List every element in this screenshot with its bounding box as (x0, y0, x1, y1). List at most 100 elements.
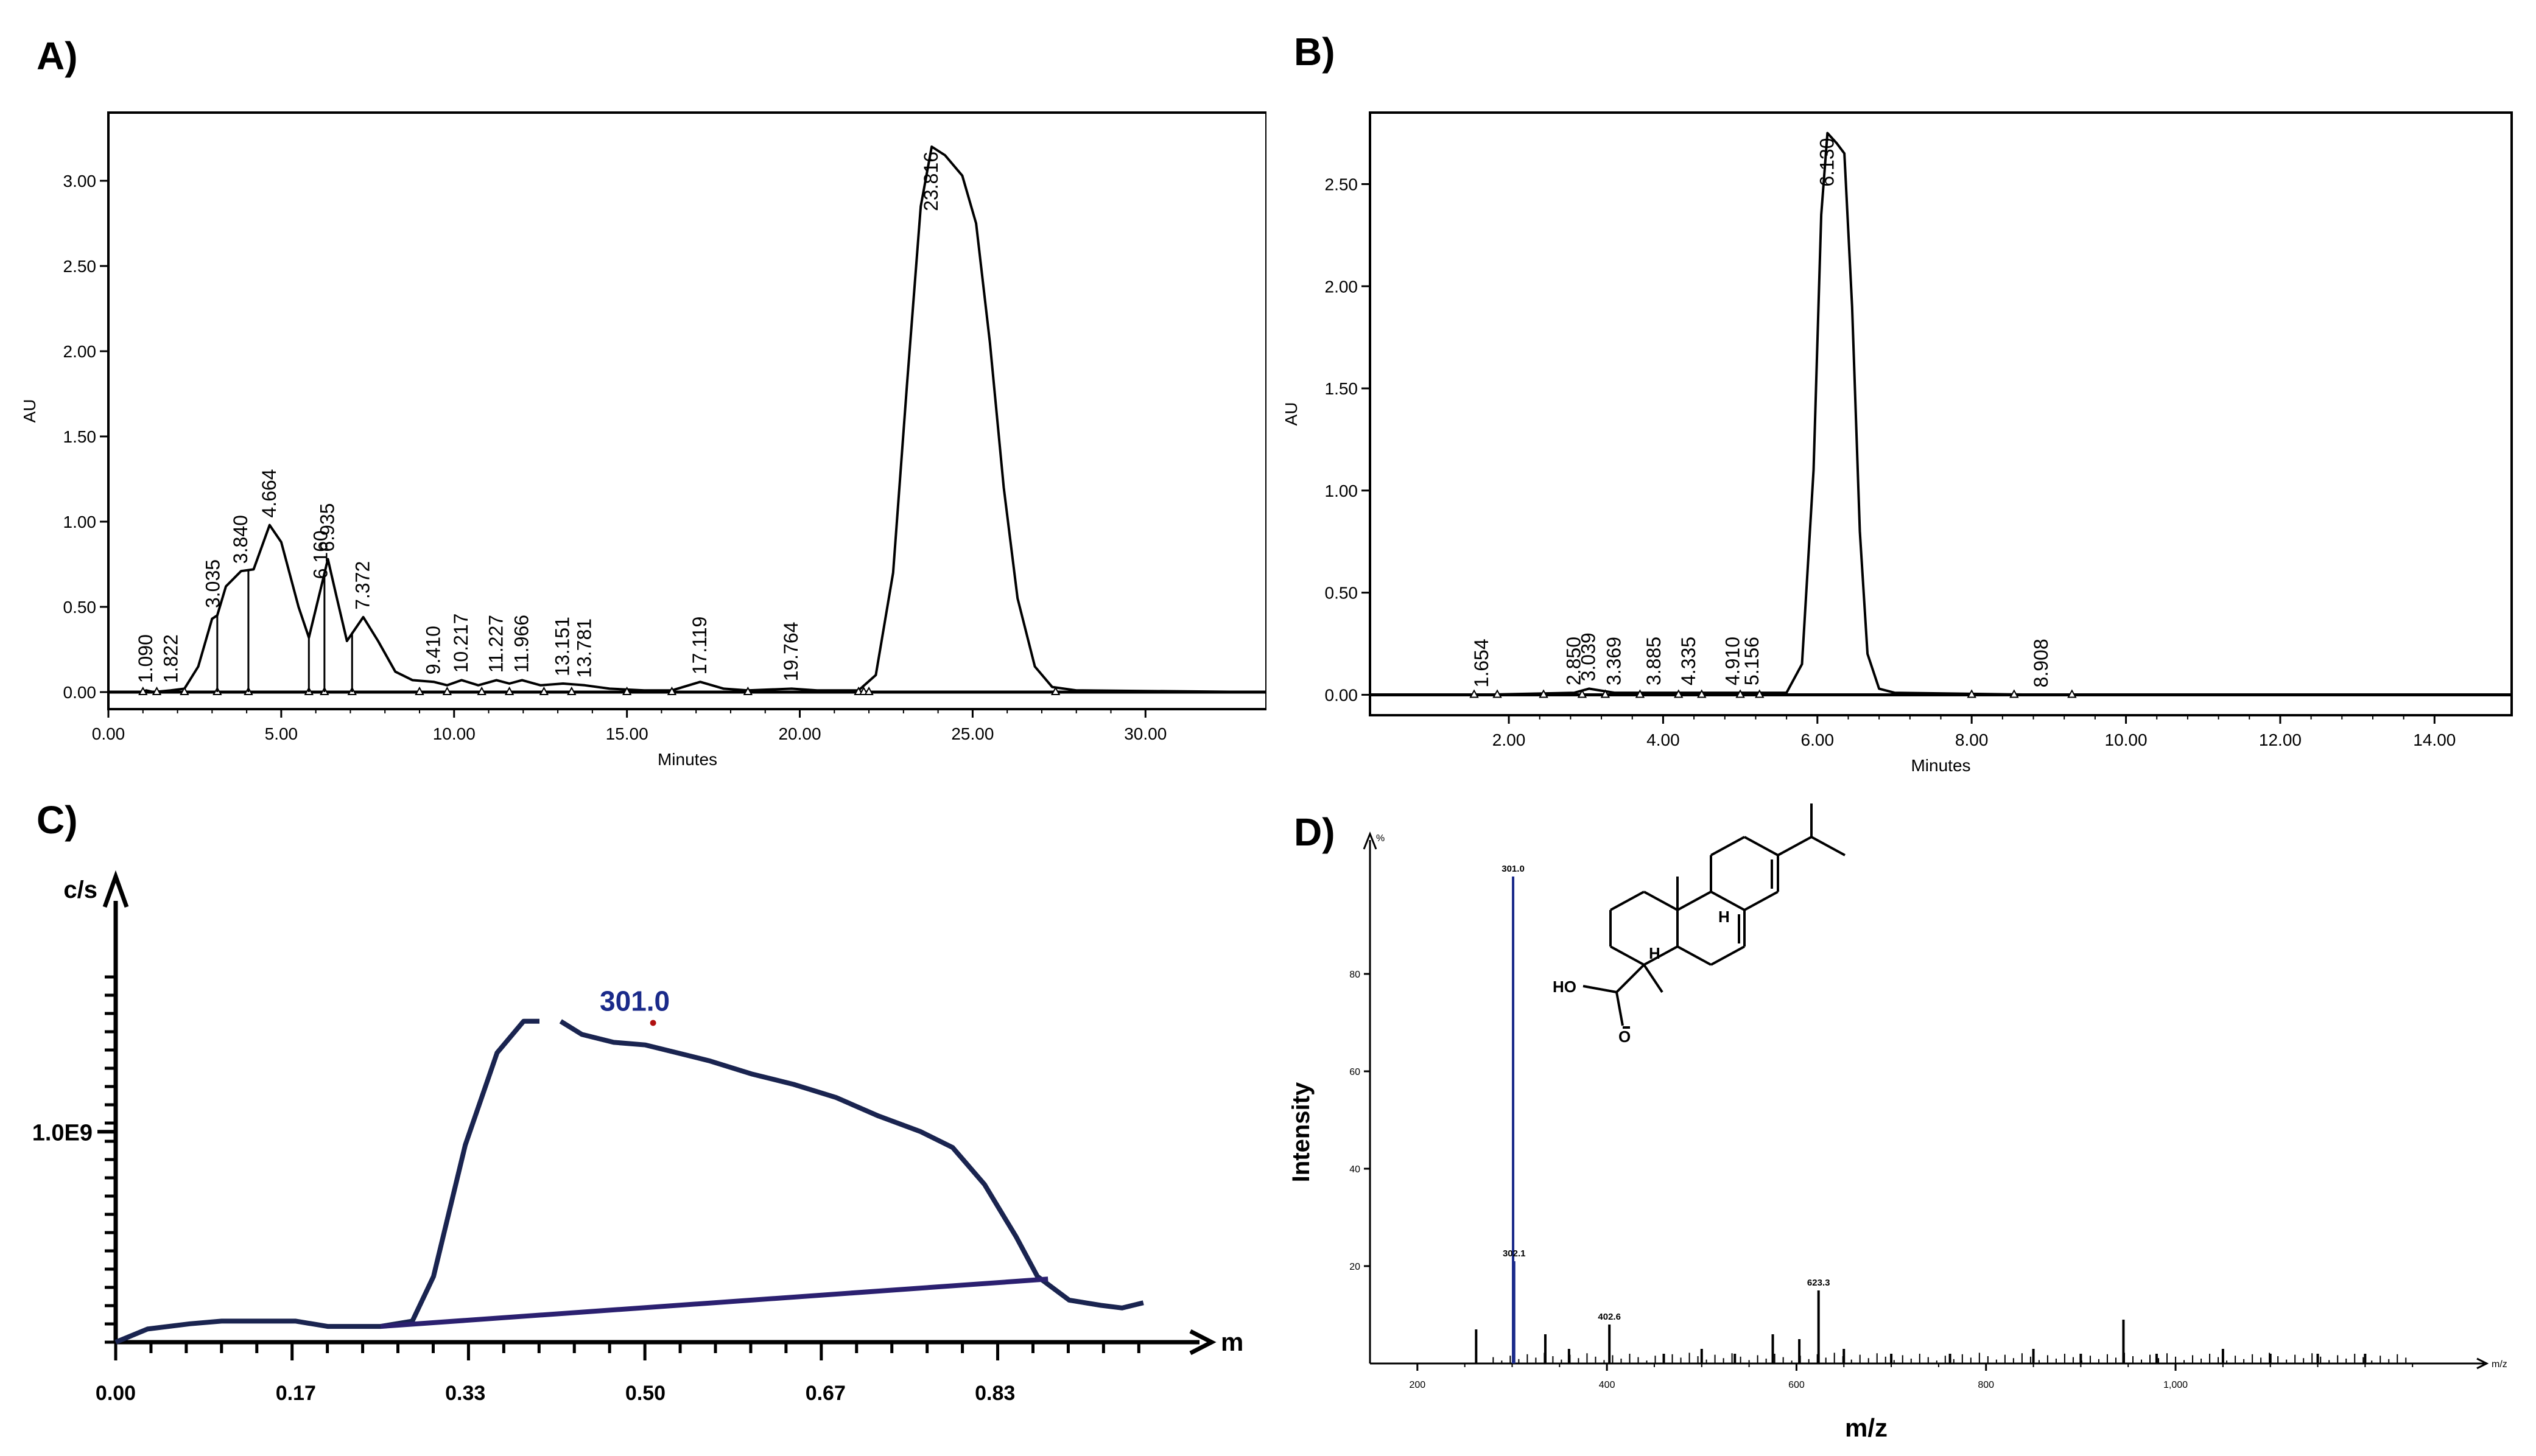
x-tick-label-a: 10.00 (433, 724, 476, 743)
integration-marker-a (622, 686, 632, 695)
peak-label-b: 8.908 (2030, 639, 2052, 687)
integration-marker-a (442, 686, 452, 695)
structure-label-ho: HO (1553, 978, 1576, 996)
x-tick-label-a: 5.00 (265, 724, 298, 743)
structure-bond (1744, 891, 1779, 911)
y-tick-label-b: 1.00 (1325, 481, 1358, 500)
y-tick-label-a: 1.50 (63, 427, 97, 446)
d-y-axis-title: Intensity (1288, 1082, 1315, 1182)
c-annotation-marker (650, 1020, 656, 1026)
peak-label-b: 4.910 (1722, 637, 1744, 685)
integration-marker-a (152, 686, 162, 695)
y-tick-label-a: 3.00 (63, 172, 97, 191)
structure-bond (1615, 964, 1645, 993)
peak-label-a: 3.035 (202, 559, 223, 608)
d-chemical-structure (1582, 803, 1846, 1029)
peak-label-a: 9.410 (422, 626, 444, 674)
x-tick-label-b: 2.00 (1492, 730, 1526, 749)
integration-marker-b (1492, 689, 1502, 698)
integration-marker-a (415, 686, 424, 695)
d-x-axis-title: m/z (1845, 1413, 1888, 1442)
peak-label-a: 19.764 (780, 622, 802, 682)
peak-label-a: 17.119 (689, 617, 711, 675)
structure-bond (1710, 836, 1745, 856)
c-y-axis-arrow (102, 870, 129, 908)
d-y-tick-label: 80 (1349, 970, 1360, 980)
c-x-tick-label: 0.67 (806, 1382, 846, 1405)
panel-label-d: D) (1294, 810, 1335, 854)
integration-marker-a (138, 686, 148, 695)
y-tick-label-a: 0.50 (63, 598, 97, 617)
integration-marker-b (1577, 689, 1587, 698)
y-tick-label-a: 1.00 (63, 513, 97, 531)
structure-bond (1710, 945, 1745, 966)
structure-bond (1643, 964, 1663, 993)
d-x-tick-label: 400 (1599, 1380, 1615, 1390)
x-tick-label-a: 20.00 (778, 724, 821, 743)
x-tick-label-a: 0.00 (92, 724, 125, 743)
c-mass-annotation: 301.0 (600, 985, 670, 1017)
integration-marker-a (667, 686, 677, 695)
d-peak-label: 623.3 (1807, 1278, 1830, 1288)
chart-d-mass-spectrum: m/z% 200 400 600 800 1,000 20 40 60 80 Intensity m/… (1288, 803, 2507, 1442)
d-y-axis-arrow (1363, 831, 1377, 850)
panel-label-a: A) (37, 34, 78, 78)
peak-label-b: 3.369 (1603, 637, 1625, 685)
peak-label-a: 7.372 (352, 561, 374, 610)
d-x-tick-label: 1,000 (2163, 1380, 2188, 1390)
structure-bond (1677, 891, 1712, 911)
structure-bond (1777, 836, 1812, 856)
x-axis-title-a: Minutes (658, 750, 717, 769)
structure-bond (1615, 992, 1624, 1026)
c-x-tick-label: 0.50 (625, 1382, 666, 1405)
structure-bond (1744, 836, 1779, 856)
y-tick-label-b: 0.00 (1325, 685, 1358, 704)
chart-b-hplc-chromatogram: 2.00 4.00 6.00 8.00 10.00 12.00 14.00 0.00 0.50 1… (1282, 111, 2513, 775)
peak-label-b: 3.039 (1578, 632, 1600, 681)
x-tick-label-a: 15.00 (606, 724, 648, 743)
peak-label-a: 13.151 (552, 617, 574, 676)
structure-bond (1610, 891, 1645, 911)
plot-frame-a (107, 111, 1266, 710)
peak-label-a: 3.840 (230, 515, 251, 564)
structure-bond (1811, 836, 1846, 856)
x-tick-label-a: 25.00 (951, 724, 994, 743)
peak-label-a: 1.090 (135, 634, 156, 683)
x-tick-label-b: 12.00 (2259, 730, 2302, 749)
peak-label-a: 4.664 (258, 469, 280, 518)
peak-label-b: 6.130 (1816, 138, 1838, 187)
x-tick-label-b: 6.00 (1801, 730, 1835, 749)
integration-marker-b (1469, 689, 1479, 698)
peak-label-a: 11.966 (510, 615, 532, 673)
peak-label-a: 1.822 (160, 634, 181, 683)
integration-marker-a (477, 686, 486, 695)
d-peak-label: 301.0 (1502, 864, 1525, 874)
c-x-tick-label: 0.00 (96, 1382, 136, 1405)
integration-marker-b (1697, 689, 1707, 698)
peak-label-a: 10.217 (450, 614, 472, 673)
peak-label-b: 5.156 (1741, 637, 1763, 685)
c-y-axis-title: c/s (63, 877, 97, 903)
chromatogram-trace-a (108, 145, 1266, 693)
x-tick-label-a: 30.00 (1124, 724, 1167, 743)
peak-label-a: 6.935 (317, 503, 339, 552)
y-tick-label-a: 2.00 (63, 342, 97, 361)
d-peak-label: 402.6 (1598, 1312, 1621, 1322)
chart-c-ion-profile: 0.00 0.17 0.33 0.50 0.67 0.83 1.0E9 c/s m 301.0 (32, 870, 1243, 1405)
c-x-tick-label: 0.83 (975, 1382, 1015, 1405)
d-x-tick-label: 200 (1409, 1380, 1425, 1390)
x-axis-title-b: Minutes (1911, 756, 1970, 775)
plot-frame-b (1369, 111, 2513, 716)
peak-label-b: 3.885 (1643, 637, 1665, 685)
integration-marker-b (2009, 689, 2019, 698)
peak-label-a: 11.227 (485, 615, 507, 673)
c-ion-trace-rise (114, 1018, 539, 1345)
peak-label-a: 13.781 (573, 618, 595, 678)
c-series-baseline (380, 1276, 1048, 1329)
structure-label-h-1: H (1718, 908, 1730, 926)
c-x-tick-label: 0.17 (276, 1382, 316, 1405)
panel-label-b: B) (1294, 30, 1335, 74)
structure-bond (1643, 945, 1678, 966)
integration-marker-b (1635, 689, 1645, 698)
integration-marker-a (180, 686, 189, 695)
